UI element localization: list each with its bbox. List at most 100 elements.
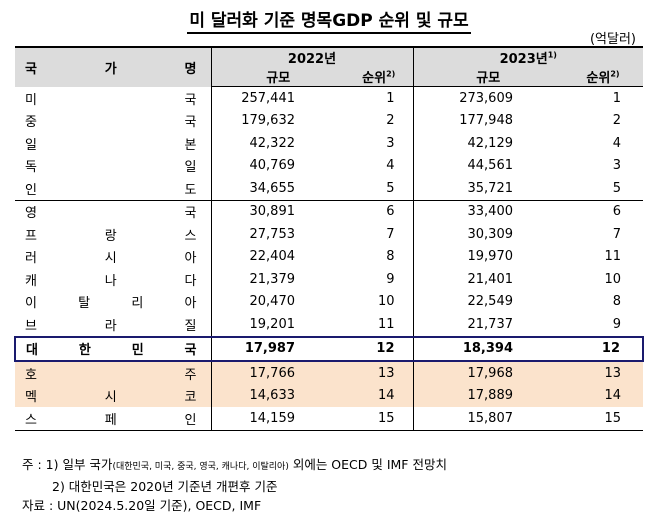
gdp-2022: 40,769 — [210, 154, 345, 177]
country-name-char: 탈 — [78, 296, 91, 312]
country-header-char: 명 — [184, 61, 197, 77]
country-name-char: 국 — [184, 206, 197, 222]
table-row: 러 시 아 22,404 8 19,970 11 — [15, 245, 643, 269]
rank-2022: 15 — [345, 407, 413, 431]
gdp-2023: 33,400 — [412, 199, 563, 223]
table-row: 스 페 인 14,159 15 15,807 15 — [15, 407, 644, 431]
gdp-2023: 18,394 — [412, 335, 563, 362]
country-name-char: 캐 — [25, 273, 37, 289]
country-name-char: 시 — [104, 251, 117, 267]
gdp-2023: 177,948 — [412, 109, 563, 132]
rank-2022: 8 — [386, 249, 395, 265]
table-row: 인 도 34,655 5 35,721 5 — [15, 177, 643, 200]
country-name-char: 인 — [25, 182, 37, 198]
gdp-2022: 42,322 — [210, 132, 345, 155]
country-name-char: 질 — [184, 318, 197, 334]
rank-2022: 4 — [386, 158, 395, 174]
rank-header-2022: 순위2) — [345, 67, 413, 87]
country-name-char: 주 — [184, 367, 197, 383]
rank-header-2023: 순위2) — [563, 67, 644, 87]
country-name-char: 독 — [25, 160, 37, 176]
rank-2023: 13 — [563, 361, 644, 385]
rank-2022: 12 — [345, 335, 413, 362]
gdp-2022: 179,632 — [210, 109, 345, 132]
country-name-char: 이 — [25, 296, 37, 312]
gdp-2023: 22,549 — [412, 290, 563, 313]
gdp-2023: 15,807 — [412, 407, 563, 431]
rank-2022: 5 — [386, 180, 395, 196]
gdp-2023: 44,561 — [412, 154, 563, 177]
country-name-char: 페 — [104, 412, 117, 428]
country-name-char: 호 — [25, 367, 37, 383]
rank-2022: 13 — [345, 361, 413, 385]
rank-2022: 14 — [345, 384, 413, 407]
country-name-char: 국 — [184, 92, 197, 108]
gdp-2022: 14,633 — [210, 384, 345, 407]
gdp-2023: 19,970 — [412, 245, 563, 268]
gdp-2022: 19,201 — [210, 313, 345, 337]
country-name-char: 프 — [25, 228, 37, 244]
gdp-2022: 30,891 — [210, 199, 345, 223]
table-row: 일 본 42,322 3 42,129 4 — [15, 132, 643, 155]
table-row: 이 탈 리 아 20,470 10 22,549 8 — [15, 290, 643, 314]
gdp-2022: 257,441 — [210, 86, 345, 110]
rank-2023: 12 — [563, 335, 645, 362]
gdp-2022: 34,655 — [210, 177, 345, 200]
country-name-char: 멕 — [25, 390, 37, 406]
year-2022-header: 2022년 — [210, 46, 413, 67]
country-name-char: 인 — [184, 412, 197, 428]
rank-2022: 2 — [386, 113, 395, 129]
rank-2022: 6 — [345, 199, 413, 223]
country-name-char: 스 — [184, 228, 197, 244]
table-row: 독 일 40,769 4 44,561 3 — [15, 154, 643, 178]
rank-2023: 11 — [604, 249, 622, 265]
country-name-char: 브 — [25, 318, 37, 334]
rank-2023: 3 — [612, 158, 622, 174]
rank-2023: 14 — [563, 384, 644, 407]
rank-2022: 11 — [377, 316, 395, 332]
rank-2023: 9 — [612, 316, 622, 332]
country-name-char: 일 — [25, 137, 37, 153]
rank-2022: 10 — [377, 294, 395, 310]
country-name-char: 아 — [184, 296, 197, 312]
country-name-char: 러 — [25, 251, 37, 267]
footnote-2: 2) 대한민국은 2020년 기준년 개편후 기준 — [52, 479, 278, 494]
rank-2023: 4 — [612, 135, 622, 151]
gdp-2022: 27,753 — [210, 223, 345, 246]
country-name-char: 도 — [184, 182, 197, 198]
gdp-2023: 273,609 — [412, 86, 563, 110]
table-row: 영 국 30,891 6 33,400 6 — [15, 199, 644, 223]
country-name-char: 민 — [131, 343, 144, 359]
rank-2023: 15 — [563, 407, 644, 431]
country-name-char: 아 — [184, 251, 197, 267]
country-name-char: 한 — [78, 343, 91, 359]
source-note: 자료 : UN(2024.5.20일 기준), OECD, IMF — [22, 498, 262, 513]
footnotes: 주 : 1) 일부 국가(대한민국, 미국, 중국, 영국, 캐나다, 이탈리아… — [22, 455, 447, 515]
country-name-char: 코 — [184, 390, 197, 406]
rank-2023: 8 — [612, 294, 622, 310]
country-name-char: 다 — [184, 273, 197, 289]
rank-2022: 7 — [386, 226, 395, 242]
country-name-char: 국 — [184, 343, 197, 359]
size-header-2023: 규모 — [412, 67, 563, 87]
rank-2023: 6 — [563, 199, 644, 223]
rank-2023: 7 — [612, 226, 622, 242]
country-name-char: 리 — [131, 296, 144, 312]
rank-2023: 10 — [604, 271, 622, 287]
gdp-2023: 17,889 — [412, 384, 563, 407]
size-header-2022: 규모 — [210, 67, 345, 87]
table-row: 미 국 257,441 1 273,609 1 — [15, 86, 643, 110]
